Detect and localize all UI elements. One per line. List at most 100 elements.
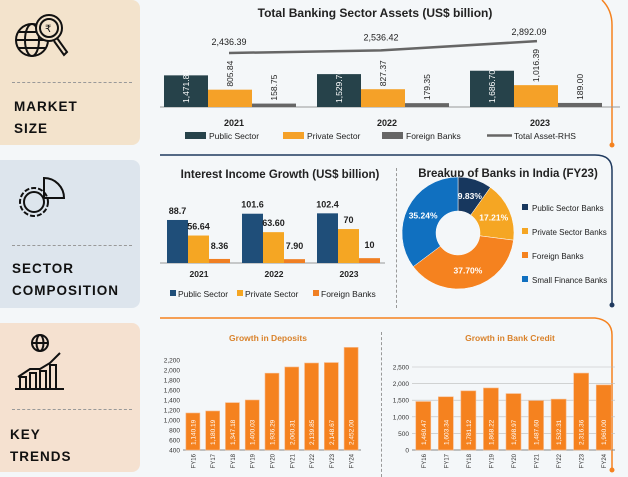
legend-label: Public Sector: [209, 131, 259, 141]
slice-label: 35.24%: [409, 211, 438, 221]
bar-private-sector: [361, 89, 405, 107]
deposits-chart: Growth in Deposits 400 600 800 1,000 1,200 1,4…: [164, 333, 361, 468]
bar-foreign-banks: [405, 103, 449, 107]
data-label: 189.00: [575, 74, 585, 100]
x-tick-label: 2022: [377, 118, 397, 128]
chart-title: Growth in Bank Credit: [465, 333, 555, 343]
data-label: 1,347.18: [230, 419, 237, 445]
bar: [528, 400, 544, 451]
total-assets-chart: Total Banking Sector Assets (US$ billion…: [160, 6, 620, 141]
bar: [225, 402, 240, 451]
bar-private-sector: [263, 232, 284, 263]
legend-swatch: [185, 132, 206, 139]
bar-public-sector: [317, 74, 361, 107]
bar-public-sector: [167, 219, 188, 263]
x-tick-label: FY24: [350, 453, 356, 468]
bar-private-sector: [188, 235, 209, 263]
legend-label: Private Sector Banks: [532, 228, 607, 237]
data-label: 10: [364, 240, 374, 250]
slice-label: 37.70%: [454, 266, 483, 276]
bar-foreign-banks: [558, 102, 602, 107]
svg-text:₹: ₹: [45, 24, 51, 35]
y-tick-label: 2,500: [393, 365, 410, 372]
bar: [460, 390, 477, 451]
bar: [438, 396, 454, 451]
bar: [483, 387, 499, 451]
connector-lines: [160, 0, 615, 473]
legend-label: Public Sector: [178, 289, 228, 299]
bar: [415, 401, 432, 451]
data-label: 1,936.29: [270, 419, 277, 445]
globe-growth-chart-icon: [15, 334, 64, 390]
bar: [264, 372, 280, 451]
globe-magnifier-rupee-icon: ₹: [15, 14, 69, 57]
data-label: 88.7: [169, 206, 187, 216]
y-tick-label: 2,000: [164, 368, 181, 375]
legend-swatch: [170, 290, 176, 296]
chart-title: Interest Income Growth (US$ billion): [181, 169, 380, 181]
data-label: 2,060.31: [289, 419, 296, 445]
y-tick-label: 1,800: [164, 378, 181, 385]
legend-swatch: [283, 132, 304, 139]
bar-public-sector: [317, 213, 338, 263]
y-tick-label: 1,000: [393, 414, 410, 421]
section-label: COMPOSITION: [12, 283, 120, 298]
x-tick-label: FY24: [602, 453, 608, 468]
data-label: 2,452.00: [349, 419, 356, 445]
interest-income-chart: Interest Income Growth (US$ billion) 88.7…: [160, 169, 385, 299]
data-label: 1,868.22: [488, 419, 495, 445]
slice-label: 9.83%: [458, 191, 483, 201]
divider: [396, 168, 397, 308]
bar: [244, 399, 260, 451]
y-tick-label: 1,500: [393, 398, 410, 405]
data-label: 1,603.34: [443, 419, 450, 445]
data-label: 179.35: [422, 74, 432, 100]
donut-slice-foreign-banks: [412, 235, 514, 290]
x-tick-label: FY18: [467, 453, 473, 468]
line-data-label: 2,436.39: [211, 37, 246, 47]
bank-credit-chart: Growth in Bank Credit 0 500 1,000 1,500 2,000…: [393, 333, 615, 468]
y-tick-label: 2,200: [164, 358, 181, 365]
x-tick-label: FY19: [489, 453, 495, 468]
bar-foreign-banks: [359, 258, 380, 263]
bar: [205, 410, 220, 451]
data-label: 70: [343, 215, 353, 225]
data-label: 63.60: [262, 218, 285, 228]
x-tick-label: 2022: [265, 269, 284, 279]
section-label: SECTOR: [12, 261, 75, 276]
y-tick-label: 1,000: [164, 418, 181, 425]
x-tick-label: 2021: [190, 269, 209, 279]
data-label: 827.37: [378, 60, 388, 86]
section-label: MARKET: [14, 99, 78, 114]
data-label: 1,016.39: [531, 49, 541, 82]
bar-public-sector: [164, 75, 208, 107]
data-label: 1,532.31: [556, 419, 563, 445]
data-label: 805.84: [225, 60, 235, 86]
x-tick-label: FY20: [512, 453, 518, 468]
legend-swatch: [522, 228, 528, 234]
bar: [550, 398, 567, 451]
x-tick-label: 2021: [224, 118, 244, 128]
divider: [381, 332, 382, 477]
legend-swatch: [313, 290, 319, 296]
donut-slice-small-finance-banks: [401, 176, 459, 267]
bar-foreign-banks: [284, 259, 305, 263]
section-key-trends: KEY TRENDS: [0, 323, 140, 472]
data-label: 2,316.36: [579, 419, 586, 445]
x-tick-label: FY23: [580, 453, 586, 468]
bar: [324, 362, 339, 451]
legend-label: Foreign Banks: [532, 252, 584, 261]
data-label: 158.75: [269, 74, 279, 100]
legend-swatch: [522, 276, 528, 282]
x-tick-label: FY22: [557, 453, 563, 468]
legend-swatch: [382, 132, 403, 139]
bar-public-sector: [470, 70, 514, 107]
legend-label: Small Finance Banks: [532, 276, 607, 285]
data-label: 8.36: [211, 241, 229, 251]
legend-label: Total Asset-RHS: [514, 131, 576, 141]
bar: [284, 366, 300, 451]
legend-swatch: [237, 290, 243, 296]
bar-private-sector: [208, 89, 252, 107]
x-tick-label: FY19: [251, 453, 257, 468]
legend-swatch: [522, 252, 528, 258]
